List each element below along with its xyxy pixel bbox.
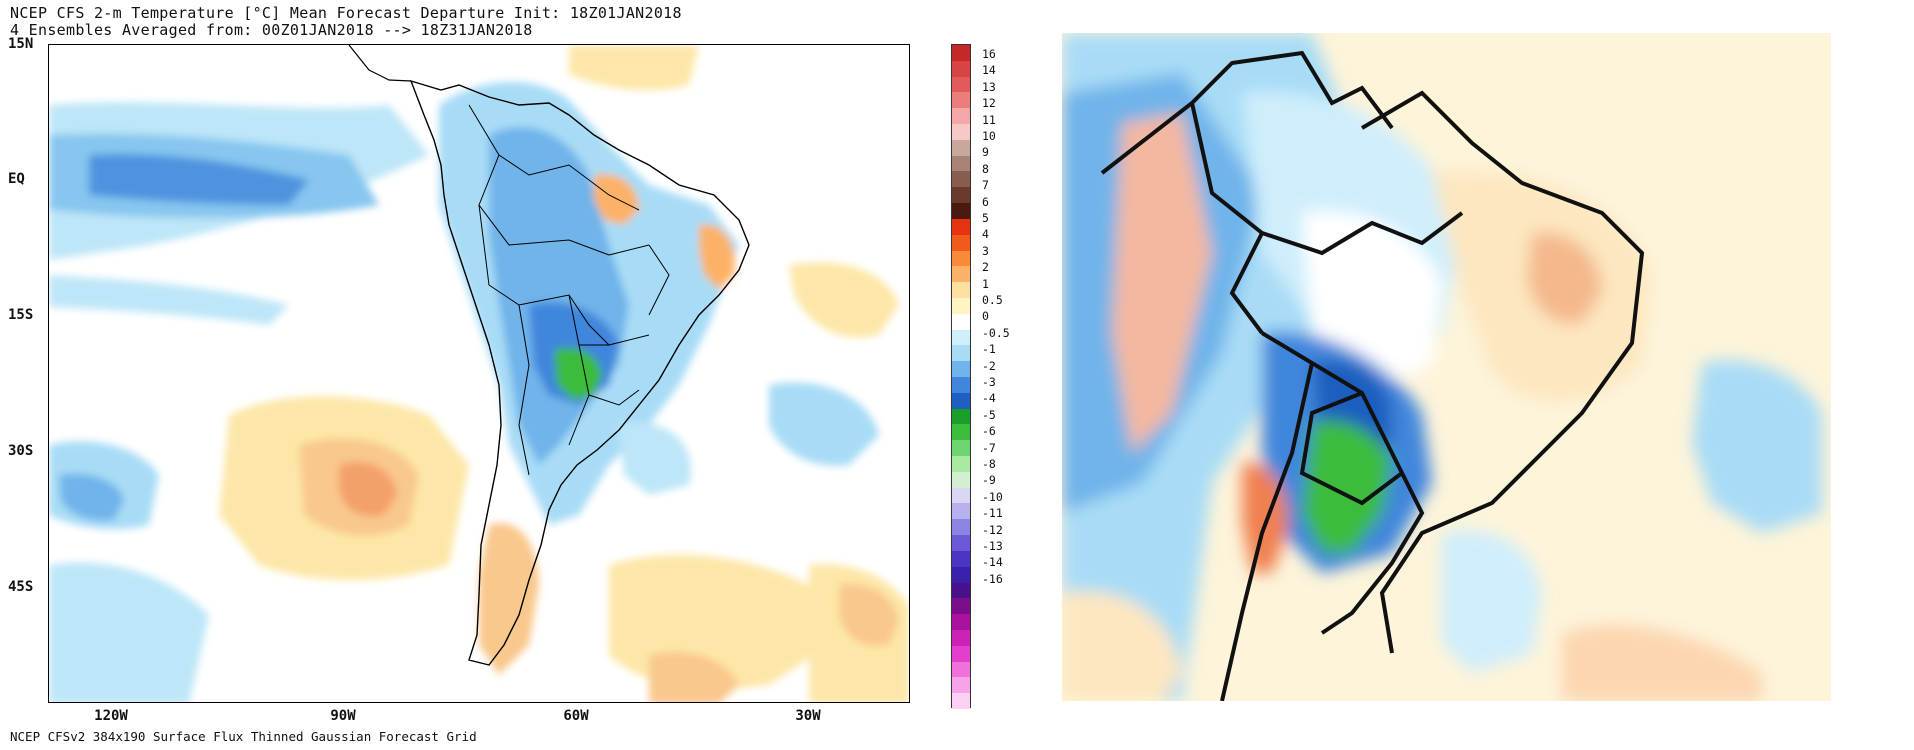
- colorbar-segment: [952, 282, 970, 299]
- colorbar-segment: [952, 456, 970, 473]
- colorbar-tick-label: 8: [982, 161, 989, 176]
- colorbar-tick-label: -14: [982, 555, 1003, 570]
- colorbar-segment: [952, 171, 970, 188]
- colorbar-tick-label: -8: [982, 457, 996, 471]
- colorbar-tick-label: -11: [982, 506, 1003, 521]
- colorbar-tick-label: -0.5: [982, 325, 1010, 340]
- colorbar-segment: [952, 519, 970, 536]
- colorbar-segment: [952, 487, 970, 504]
- colorbar-segment: [952, 313, 970, 331]
- lon-tick-label: 90W: [330, 708, 356, 724]
- colorbar-tick-label: 5: [982, 211, 989, 225]
- colorbar-segment: [952, 645, 970, 663]
- colorbar-segment: [952, 139, 970, 157]
- colorbar-tick-label: 11: [982, 112, 996, 127]
- lat-tick-label: 30S: [8, 443, 34, 459]
- temperature-anomaly-shading: [49, 45, 909, 702]
- colorbar-segment: [952, 218, 970, 236]
- colorbar: [951, 44, 971, 710]
- colorbar-segment: [952, 582, 970, 599]
- colorbar-tick-label: -10: [982, 489, 1003, 504]
- country-borders: [468, 104, 670, 476]
- colorbar-segment: [952, 392, 970, 410]
- chart-title-line2: 4 Ensembles Averaged from: 00Z01JAN2018 …: [10, 21, 533, 39]
- colorbar-tick-label: 12: [982, 96, 996, 111]
- lon-tick-label: 30W: [795, 708, 821, 724]
- colorbar-tick-label: 3: [982, 243, 989, 258]
- country-borders: [1100, 50, 1645, 701]
- colorbar-segment: [952, 424, 970, 441]
- colorbar-tick-label: -5: [982, 407, 996, 422]
- colorbar-tick-label: 13: [982, 79, 996, 94]
- colorbar-segment: [952, 234, 970, 251]
- colorbar-segment: [952, 92, 970, 109]
- colorbar-tick-label: -13: [982, 539, 1003, 553]
- colorbar-segment: [952, 629, 970, 647]
- colorbar-tick-label: 6: [982, 194, 989, 209]
- colorbar-segment: [952, 329, 970, 346]
- colorbar-segment: [952, 408, 970, 425]
- colorbar-tick-label: 7: [982, 178, 989, 193]
- colorbar-segment: [952, 614, 970, 631]
- lat-tick-label: 45S: [8, 579, 34, 595]
- colorbar-segment: [952, 535, 970, 552]
- colorbar-tick-label: 16: [982, 47, 996, 61]
- colorbar-segment: [952, 60, 970, 78]
- colorbar-segment: [952, 76, 970, 93]
- lat-tick-label: 15S: [8, 307, 34, 323]
- colorbar-segment: [952, 440, 970, 457]
- temperature-anomaly-shading: [1062, 33, 1822, 701]
- colorbar-tick-label: -6: [982, 424, 996, 439]
- comparison-map: [1062, 33, 1831, 701]
- lon-tick-label: 120W: [94, 708, 128, 724]
- lat-tick-label: 15N: [8, 36, 34, 52]
- colorbar-segment: [952, 677, 970, 694]
- chart-title-line1: NCEP CFS 2-m Temperature [°C] Mean Forec…: [10, 4, 682, 22]
- colorbar-tick-label: 2: [982, 260, 989, 275]
- colorbar-tick-label: 1: [982, 276, 989, 291]
- colorbar-tick-label: -9: [982, 473, 996, 488]
- colorbar-tick-label: 14: [982, 63, 996, 78]
- footer-credit: NCEP CFSv2 384x190 Surface Flux Thinned …: [10, 729, 477, 744]
- colorbar-segment: [952, 550, 970, 568]
- colorbar-segment: [952, 503, 970, 520]
- colorbar-segment: [952, 250, 970, 267]
- colorbar-segment: [952, 155, 970, 172]
- colorbar-tick-label: -16: [982, 571, 1003, 586]
- colorbar-tick-label: 9: [982, 145, 989, 160]
- forecast-map: [48, 44, 910, 703]
- colorbar-tick-label: 10: [982, 129, 996, 143]
- lon-tick-label: 60W: [563, 708, 589, 724]
- colorbar-segment: [952, 693, 970, 710]
- colorbar-segment: [952, 471, 970, 489]
- colorbar-segment: [952, 124, 970, 141]
- colorbar-segment: [952, 598, 970, 615]
- colorbar-tick-label: 0: [982, 309, 989, 324]
- colorbar-tick-label: -2: [982, 358, 996, 373]
- colorbar-tick-label: -12: [982, 522, 1003, 537]
- colorbar-segment: [952, 297, 970, 315]
- colorbar-segment: [952, 566, 970, 583]
- colorbar-tick-label: -1: [982, 342, 996, 357]
- colorbar-tick-label: -3: [982, 375, 996, 389]
- continent-outline: [409, 79, 750, 666]
- colorbar-segment: [952, 187, 970, 204]
- colorbar-tick-label: -4: [982, 391, 996, 406]
- lat-tick-label: EQ: [8, 171, 25, 187]
- colorbar-segment: [952, 377, 970, 394]
- colorbar-tick-label: 4: [982, 227, 989, 242]
- colorbar-segment: [952, 361, 970, 378]
- colorbar-segment: [952, 108, 970, 125]
- colorbar-segment: [952, 203, 970, 220]
- colorbar-segment: [952, 345, 970, 362]
- colorbar-tick-label: 0.5: [982, 293, 1003, 307]
- colorbar-segment: [952, 45, 970, 62]
- colorbar-tick-label: -7: [982, 440, 996, 455]
- colorbar-segment: [952, 661, 970, 678]
- colorbar-segment: [952, 266, 970, 283]
